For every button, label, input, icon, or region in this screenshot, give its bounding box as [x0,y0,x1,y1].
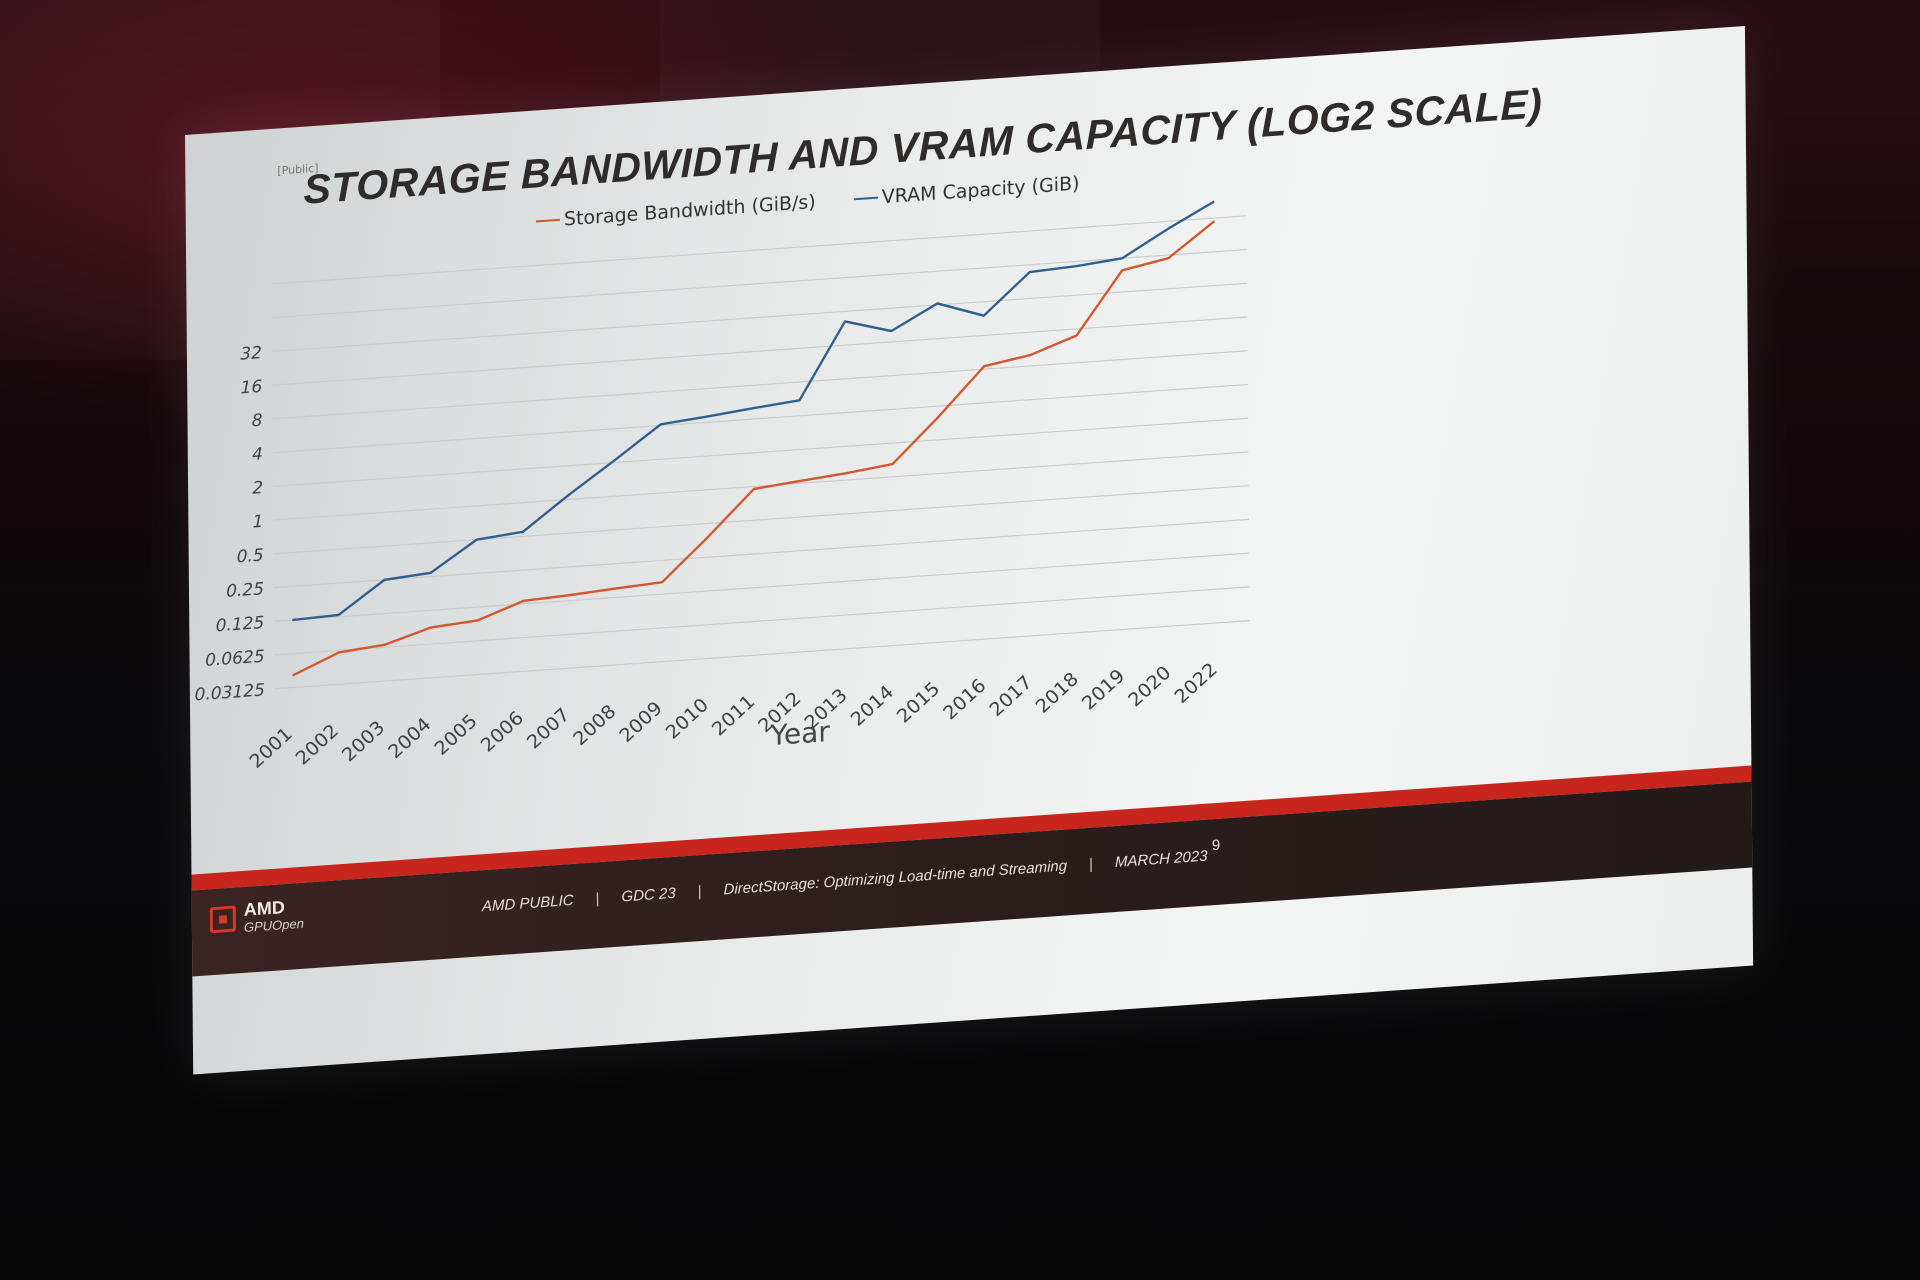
x-tick-label: 2010 [662,694,713,743]
gridline [272,316,1248,386]
x-tick-label: 2016 [939,675,990,724]
gridline [273,417,1249,487]
x-tick-label: 2011 [708,691,759,740]
y-tick-label: 0.25 [226,579,264,602]
gridline [273,451,1249,521]
brand-sub: GPUOpen [243,915,304,935]
gridline [273,485,1249,555]
gridline [272,350,1248,420]
y-tick-label: 2 [252,478,263,499]
footer-separator: | [697,882,702,901]
x-tick-label: 2020 [1124,662,1175,711]
footer-classification: AMD PUBLIC [481,891,574,916]
y-tick-label: 0.03125 [195,680,265,705]
x-axis-title: Year [770,714,830,753]
y-tick-label: 0.125 [216,613,265,636]
gridline [271,248,1247,319]
x-tick-label: 2015 [893,678,944,727]
gridline [274,552,1250,622]
gridline [274,586,1250,656]
y-tick-label: 8 [252,411,263,432]
footer-event: GDC 23 [621,884,676,906]
vram-capacity-line [292,200,1215,622]
projector-screen: [Public] STORAGE BANDWIDTH AND VRAM CAPA… [185,25,1754,1075]
y-tick-label: 4 [252,444,263,465]
x-tick-label: 2009 [616,697,667,746]
y-tick-label: 1 [253,512,264,533]
y-tick-label: 0.5 [237,546,264,568]
gridline [274,620,1250,690]
x-tick-label: 2019 [1078,665,1129,714]
x-tick-label: 2008 [569,701,620,750]
footer-date: MARCH 2023 [1114,847,1208,872]
storage-bandwidth-line [292,220,1216,677]
x-tick-label: 2022 [1170,659,1221,708]
footer-separator: | [1088,855,1094,873]
x-tick-label: 2002 [292,720,343,769]
x-tick-label: 2003 [338,717,389,766]
gridline [273,518,1249,589]
y-tick-label: 32 [240,343,262,364]
x-tick-label: 2018 [1032,668,1083,717]
page-number: 9 [1211,836,1221,855]
y-tick-label: 16 [241,377,263,398]
gridline [271,282,1247,353]
line-chart: 0.031250.06250.1250.250.5124816322001200… [195,200,1250,773]
footer-separator: | [595,890,600,908]
x-tick-label: 2014 [847,681,898,730]
footer-talk-title: DirectStorage: Optimizing Load-time and … [723,857,1068,899]
amd-gpuopen-logo: AMD GPUOpen [209,897,304,938]
x-tick-label: 2005 [431,710,482,759]
x-tick-label: 2004 [384,714,435,763]
gridline [271,215,1247,285]
x-tick-label: 2006 [477,707,528,756]
amd-chip-icon [209,905,236,934]
x-tick-label: 2017 [986,671,1037,720]
gridline [272,383,1248,454]
x-tick-label: 2007 [523,704,574,753]
x-tick-label: 2001 [246,723,297,772]
y-tick-label: 0.0625 [205,647,265,671]
